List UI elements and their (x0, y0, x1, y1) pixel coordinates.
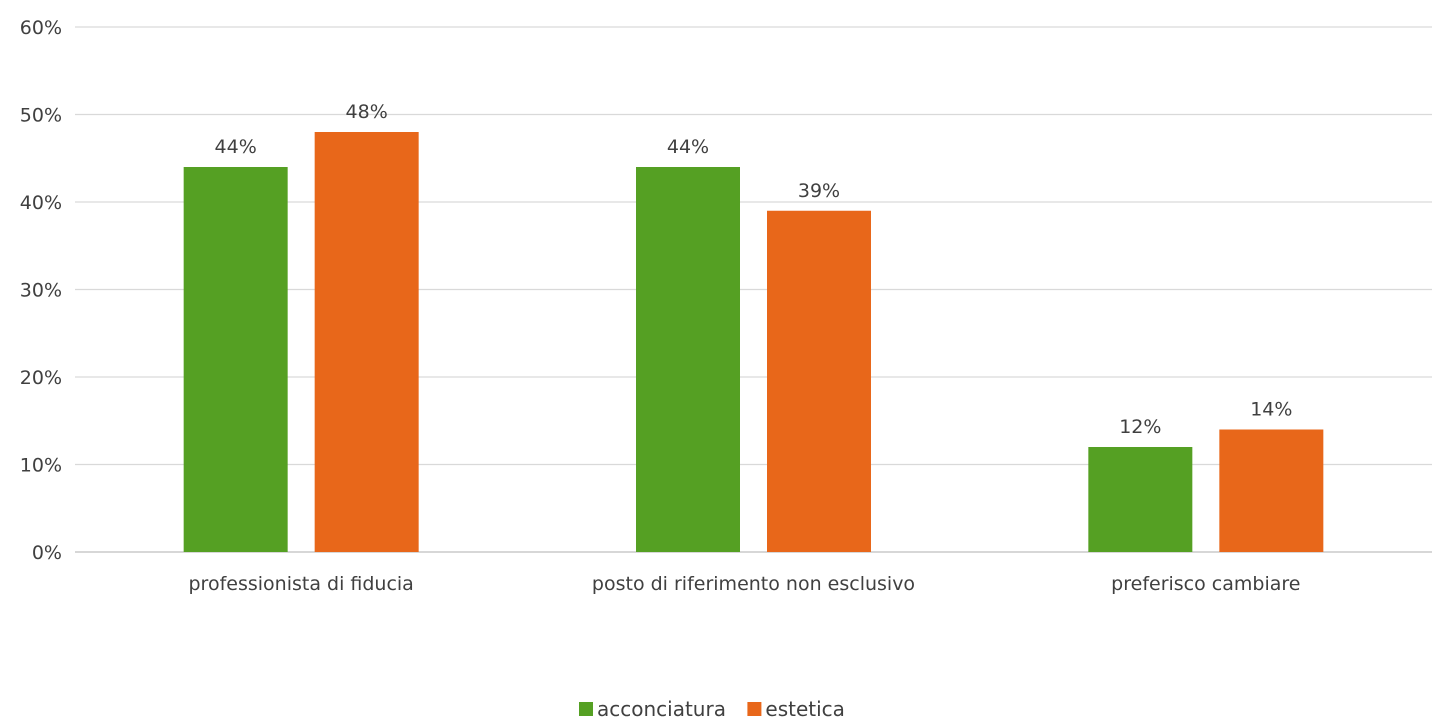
bar-acconciatura-1 (636, 167, 740, 552)
data-label: 39% (798, 180, 840, 202)
bar-estetica-1 (767, 210, 871, 552)
legend-swatch-acconciatura (579, 702, 593, 716)
legend: acconciatura estetica (579, 697, 845, 721)
legend-label: estetica (765, 697, 845, 721)
data-label: 44% (667, 136, 709, 158)
y-tick-label: 0% (32, 542, 62, 564)
x-category-label: preferisco cambiare (1111, 573, 1300, 595)
bar-acconciatura-0 (183, 167, 288, 552)
x-axis-category-labels: professionista di fiducia posto di riferi… (189, 573, 1301, 595)
gridlines (75, 26, 1432, 553)
bar-estetica-0 (314, 132, 419, 552)
bar-estetica-2 (1219, 429, 1324, 552)
legend-swatch-estetica (747, 702, 762, 716)
bars (183, 132, 1324, 552)
y-tick-label: 50% (20, 105, 62, 127)
x-category-label: professionista di fiducia (189, 573, 414, 595)
x-category-label: posto di riferimento non esclusivo (592, 573, 915, 595)
y-tick-label: 30% (20, 280, 62, 302)
data-label: 14% (1250, 399, 1292, 421)
bar-acconciatura-2 (1088, 447, 1193, 552)
data-labels: 44% 48% 44% 39% 12% 14% (215, 101, 1293, 438)
y-tick-label: 60% (20, 17, 62, 39)
legend-label: acconciatura (597, 697, 726, 721)
y-tick-label: 40% (20, 192, 62, 214)
data-label: 44% (215, 136, 257, 158)
data-label: 48% (346, 101, 388, 123)
y-tick-label: 20% (20, 367, 62, 389)
data-label: 12% (1119, 416, 1161, 438)
y-axis-tick-labels: 0% 10% 20% 30% 40% 50% 60% (20, 17, 62, 564)
y-tick-label: 10% (20, 455, 62, 477)
